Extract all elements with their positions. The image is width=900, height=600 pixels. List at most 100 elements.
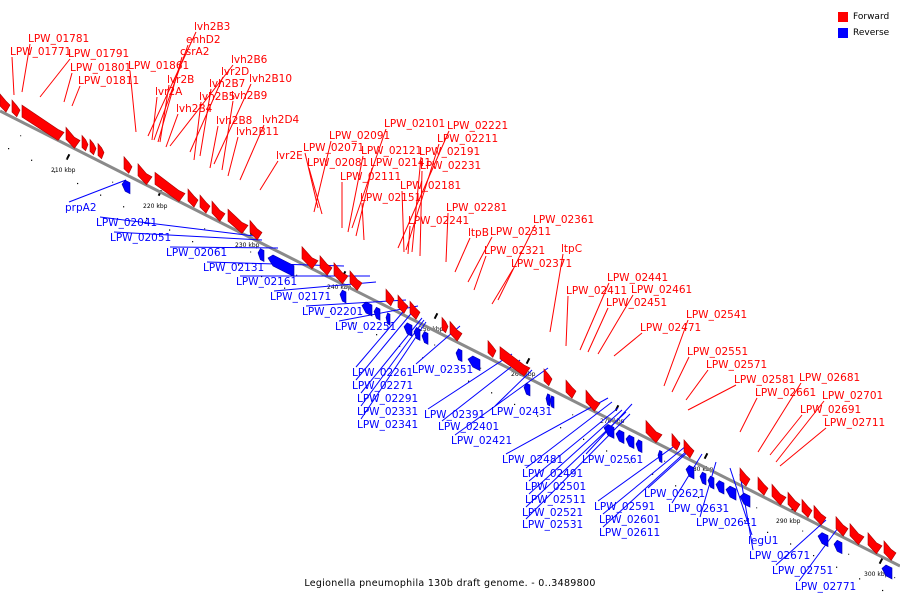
scale-dot	[491, 392, 493, 394]
scale-dot	[31, 159, 33, 161]
forward-leader-line	[351, 128, 387, 229]
scale-tick-label: 230 kbp	[235, 242, 260, 249]
reverse-gene-arrow	[625, 434, 635, 450]
forward-gene-label: LPW_02111	[340, 171, 401, 183]
reverse-leader-line	[739, 473, 754, 551]
forward-gene-label: LPW_02411	[566, 285, 627, 297]
scale-tick-label: 220 kbp	[143, 203, 168, 210]
reverse-gene-arrow	[523, 382, 531, 397]
scale-dot	[468, 380, 470, 382]
forward-leader-line	[419, 170, 423, 257]
legend-item-forward: Forward	[838, 9, 889, 25]
scale-dot	[77, 182, 79, 185]
forward-gene-arrow	[123, 155, 133, 174]
forward-leader-line	[213, 83, 252, 165]
scale-tick-label: 290 kbp	[776, 518, 801, 525]
reverse-leader-line	[360, 319, 425, 407]
forward-gene-arrow	[585, 389, 601, 412]
forward-gene-arrow	[301, 245, 319, 270]
forward-gene-label: LPW_02211	[437, 133, 498, 145]
forward-gene-arrow	[409, 300, 421, 320]
scale-dot	[169, 229, 171, 231]
forward-gene-arrow	[867, 532, 883, 555]
forward-gene-label: enhD2	[186, 34, 221, 46]
forward-leader-line	[775, 400, 825, 463]
reverse-gene-arrow	[361, 301, 373, 317]
forward-gene-arrow	[154, 171, 186, 202]
forward-leader-line	[313, 140, 332, 213]
forward-gene-arrow	[211, 200, 226, 222]
forward-leader-line	[21, 43, 31, 93]
forward-gene-label: lvh2B10	[249, 73, 292, 85]
forward-gene-label: lvh2B11	[236, 126, 279, 138]
gene-features-layer	[0, 93, 897, 580]
forward-gene-arrow	[227, 208, 249, 234]
forward-leader-line	[445, 212, 449, 263]
forward-gene-label: lvh2D4	[262, 114, 300, 126]
scale-dot	[572, 414, 574, 416]
reverse-leader-line	[602, 445, 687, 515]
forward-gene-arrow	[333, 262, 349, 285]
reverse-gene-label: LPW_02341	[357, 419, 418, 431]
forward-leader-line	[151, 96, 158, 141]
forward-gene-arrow	[813, 504, 827, 526]
forward-leader-line	[491, 268, 514, 305]
scale-dot	[894, 576, 896, 579]
scale-dot	[434, 344, 436, 346]
legend-item-reverse: Reverse	[838, 25, 889, 41]
forward-gene-label: LPW_02071	[303, 142, 364, 154]
scale-dot	[146, 217, 148, 220]
forward-leader-line	[304, 152, 319, 209]
reverse-leader-line	[454, 367, 549, 436]
forward-leader-line	[355, 167, 373, 237]
forward-gene-label: LPW_02681	[799, 372, 860, 384]
forward-gene-label: LPW_01781	[28, 33, 89, 45]
forward-gene-label: LPW_02451	[606, 297, 667, 309]
reverse-gene-arrow	[833, 539, 843, 555]
forward-leader-line	[165, 113, 179, 148]
forward-leader-line	[239, 124, 265, 181]
forward-leader-line	[129, 70, 137, 133]
forward-gene-arrow	[97, 142, 105, 160]
forward-gene-label: LPW_02461	[631, 284, 692, 296]
forward-leader-line	[199, 88, 212, 157]
forward-gene-label: LPW_02701	[822, 390, 883, 402]
map-caption: Legionella pneumophila 130b draft genome…	[304, 578, 596, 589]
forward-gene-arrow	[397, 294, 409, 314]
scale-tick-label: 210 kbp	[51, 167, 76, 174]
forward-leader-line	[407, 225, 411, 255]
scale-dot	[445, 368, 447, 371]
forward-leader-line	[11, 56, 15, 96]
scale-dot	[848, 553, 850, 555]
scale-dot	[112, 181, 114, 183]
reverse-gene-label: LPW_02641	[696, 517, 757, 529]
forward-leader-line	[259, 160, 279, 191]
scale-dot	[675, 485, 677, 487]
forward-gene-arrow	[81, 134, 89, 152]
forward-gene-label: LPW_02581	[734, 374, 795, 386]
scale-dot	[813, 555, 815, 557]
reverse-gene-arrow	[739, 492, 751, 508]
forward-leader-line	[209, 125, 219, 169]
reverse-gene-arrow	[373, 306, 381, 321]
forward-gene-arrow	[89, 138, 97, 156]
forward-gene-arrow	[349, 270, 363, 291]
reverse-gene-label: LPW_02561	[582, 454, 643, 466]
forward-leader-line	[71, 85, 81, 107]
forward-leader-line	[613, 332, 643, 357]
forward-gene-arrow	[849, 522, 865, 546]
reverse-gene-arrow	[715, 480, 725, 495]
scale-dot	[537, 415, 539, 417]
forward-gene-label: LPW_02361	[533, 214, 594, 226]
forward-gene-label: ltpC	[561, 243, 582, 255]
forward-gene-label: LPW_01791	[68, 48, 129, 60]
forward-gene-label: LPW_02191	[419, 146, 480, 158]
reverse-gene-arrow	[385, 312, 391, 326]
forward-gene-arrow	[757, 476, 769, 496]
forward-gene-arrow	[449, 320, 463, 342]
scale-dot	[514, 403, 516, 406]
forward-leader-line	[497, 224, 536, 301]
reverse-gene-arrow	[685, 465, 695, 480]
forward-gene-label: lvr2D	[221, 66, 249, 78]
reverse-gene-label: LPW_02041	[96, 217, 157, 229]
